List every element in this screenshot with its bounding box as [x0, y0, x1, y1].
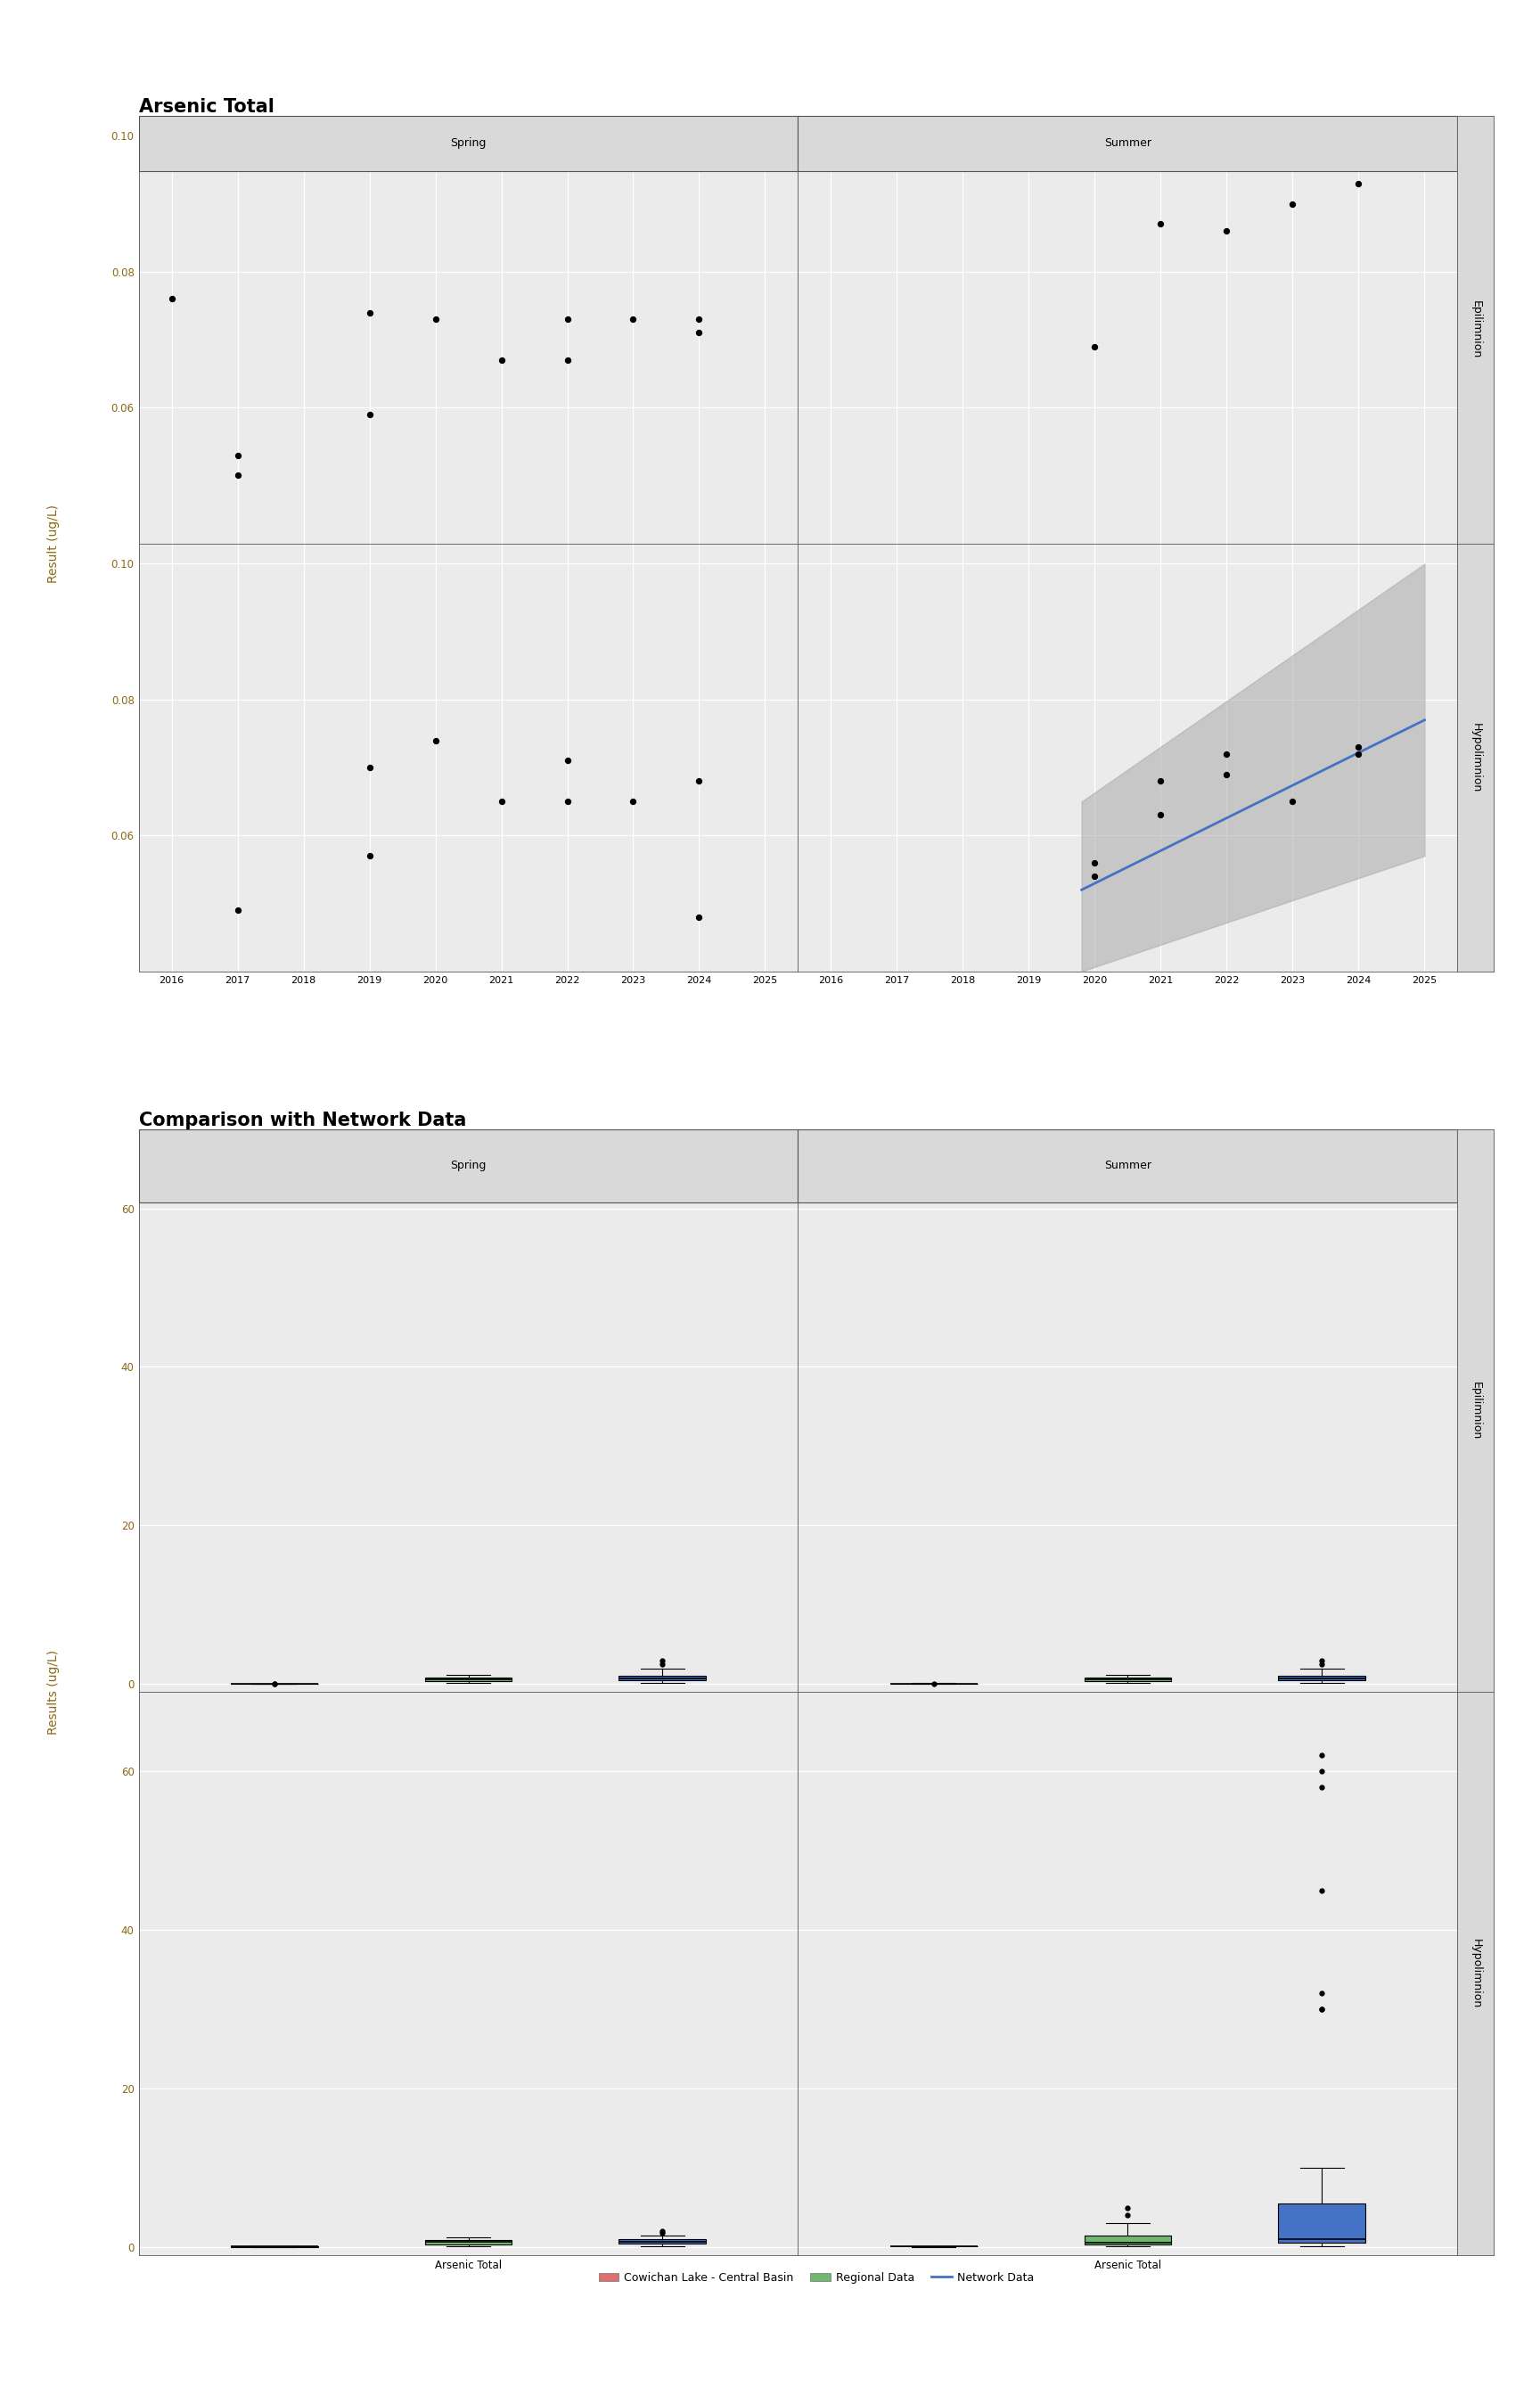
Point [490, 783, 514, 822]
Point [225, 455, 249, 494]
Point [1083, 117, 1107, 156]
Point [424, 721, 448, 760]
Point [1346, 165, 1371, 204]
Point [225, 891, 249, 930]
Point [357, 292, 382, 331]
Point [687, 314, 711, 352]
Point [554, 783, 579, 822]
PathPatch shape [1084, 1677, 1172, 1682]
Point [490, 340, 514, 379]
Point [1083, 858, 1107, 896]
Text: Comparison with Network Data: Comparison with Network Data [139, 1112, 467, 1129]
Point [1215, 755, 1240, 793]
PathPatch shape [619, 2240, 705, 2243]
Text: Results (ug/L): Results (ug/L) [48, 1651, 60, 1735]
Point [1215, 736, 1240, 774]
Point [1149, 795, 1173, 834]
Point [1346, 728, 1371, 767]
Point [424, 300, 448, 338]
Text: Spring: Spring [450, 1160, 487, 1172]
PathPatch shape [619, 1675, 705, 1680]
Text: Result (ug/L): Result (ug/L) [48, 503, 60, 582]
Bar [139, 1129, 798, 1203]
Point [1346, 137, 1371, 175]
Point [687, 898, 711, 937]
Point [621, 300, 645, 338]
PathPatch shape [1278, 2204, 1366, 2243]
Point [1280, 783, 1304, 822]
Bar [798, 1129, 1457, 1203]
Text: Epilimnion: Epilimnion [1469, 300, 1481, 359]
Point [1149, 206, 1173, 244]
Point [687, 762, 711, 800]
Point [1083, 328, 1107, 367]
Point [1346, 736, 1371, 774]
PathPatch shape [1084, 2235, 1172, 2245]
PathPatch shape [1278, 1675, 1366, 1680]
Text: Arsenic Total: Arsenic Total [139, 98, 274, 115]
Bar [139, 115, 798, 170]
Bar [798, 115, 1457, 170]
PathPatch shape [425, 1677, 511, 1682]
Text: Spring: Spring [450, 137, 487, 149]
Point [554, 340, 579, 379]
Text: Epilimnion: Epilimnion [1469, 1382, 1481, 1440]
Legend: Cowichan Lake - Central Basin, Regional Data, Network Data: Cowichan Lake - Central Basin, Regional … [594, 2267, 1038, 2288]
Point [554, 300, 579, 338]
Point [687, 300, 711, 338]
Point [357, 836, 382, 875]
Text: Hypolimnion: Hypolimnion [1469, 724, 1481, 793]
PathPatch shape [425, 2240, 511, 2245]
Point [225, 436, 249, 474]
Point [357, 395, 382, 434]
Text: Summer: Summer [1104, 137, 1152, 149]
Point [1280, 184, 1304, 223]
Text: Hypolimnion: Hypolimnion [1469, 1938, 1481, 2008]
Point [621, 783, 645, 822]
Point [1149, 762, 1173, 800]
Point [1215, 211, 1240, 249]
Point [159, 280, 183, 319]
Point [357, 748, 382, 786]
Point [554, 743, 579, 781]
Point [1083, 843, 1107, 882]
Text: Summer: Summer [1104, 1160, 1152, 1172]
